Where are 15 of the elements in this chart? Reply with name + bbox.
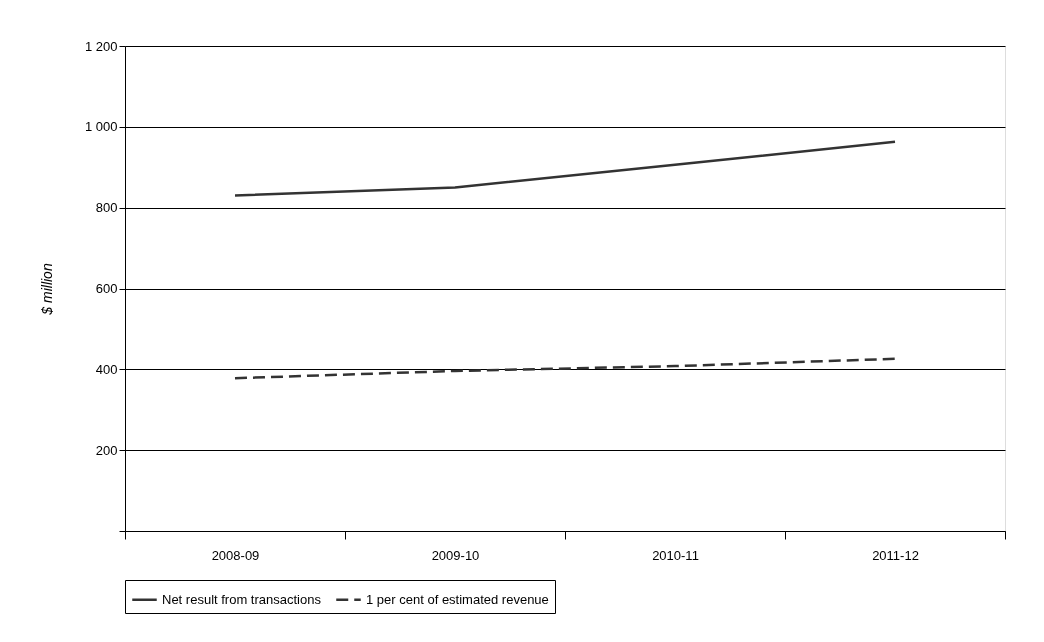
line-series [233, 357, 897, 380]
y-tick-label: 600 [95, 281, 118, 296]
legend-label: Net result from transactions [162, 591, 322, 607]
x-tick-label: 2009-10 [431, 547, 480, 563]
x-tick-label: 2010-11 [652, 547, 699, 563]
y-tick-label: 1 000 [84, 119, 118, 135]
y-tick-label: 800 [95, 200, 118, 216]
y-tick-label: 200 [95, 442, 118, 458]
x-tick-label: 2008-09 [211, 547, 260, 563]
y-tick-label: 1 200 [84, 38, 118, 54]
y-tick-label: 400 [95, 361, 118, 377]
legend-label: 1 per cent of estimated revenue [366, 591, 549, 607]
y-axis-title: $ million [38, 263, 55, 316]
x-tick-label: 2011-12 [872, 547, 919, 563]
line-series [233, 140, 897, 197]
